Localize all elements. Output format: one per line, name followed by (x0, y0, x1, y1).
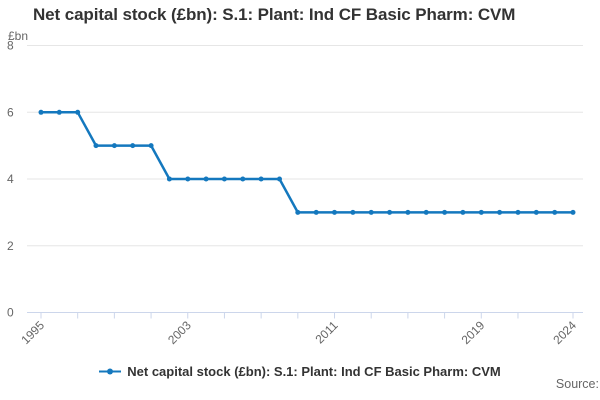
data-point[interactable] (38, 109, 44, 115)
x-axis-tick-label: 1995 (18, 318, 47, 347)
data-point[interactable] (478, 209, 484, 215)
data-point[interactable] (277, 176, 282, 182)
data-point[interactable] (423, 209, 429, 215)
y-axis-tick-label: 8 (7, 39, 14, 53)
data-point[interactable] (515, 209, 521, 215)
x-axis-tick-label: 2003 (165, 318, 194, 347)
data-point[interactable] (258, 176, 264, 182)
data-point[interactable] (221, 176, 227, 182)
data-point[interactable] (75, 109, 81, 115)
data-point[interactable] (350, 209, 356, 215)
data-point[interactable] (405, 209, 411, 215)
data-point[interactable] (332, 209, 337, 215)
series-line (39, 111, 575, 214)
data-point[interactable] (460, 209, 466, 215)
data-point[interactable] (166, 176, 172, 182)
x-axis-tick-label: 2011 (312, 318, 340, 346)
y-axis-tick-label: 2 (7, 239, 14, 253)
data-point[interactable] (56, 109, 62, 115)
data-point[interactable] (93, 143, 99, 149)
legend-line-marker-icon (99, 368, 122, 375)
data-point[interactable] (368, 209, 374, 215)
data-point[interactable] (442, 209, 448, 215)
y-axis-unit-label: £bn (8, 29, 29, 43)
data-point[interactable] (387, 209, 393, 215)
y-axis-tick-label: 0 (7, 306, 14, 320)
data-point[interactable] (570, 209, 576, 215)
data-point[interactable] (111, 143, 117, 149)
data-point[interactable] (552, 209, 558, 215)
data-point[interactable] (185, 176, 191, 182)
legend-label: Net capital stock (£bn): S.1: Plant: Ind… (127, 364, 501, 379)
source-label: Source: (555, 377, 599, 391)
data-point[interactable] (295, 209, 301, 215)
data-point[interactable] (497, 209, 503, 215)
data-point[interactable] (533, 209, 539, 215)
data-point[interactable] (203, 176, 209, 182)
data-point[interactable] (130, 143, 136, 149)
data-point[interactable] (313, 209, 319, 215)
y-axis-tick-label: 4 (7, 172, 14, 186)
x-axis-tick-label: 2024 (550, 318, 579, 347)
data-point[interactable] (240, 176, 246, 182)
chart-title: Net capital stock (£bn): S.1: Plant: Ind… (33, 5, 516, 24)
data-point[interactable] (148, 143, 154, 149)
x-axis-tick-label: 2019 (459, 318, 488, 347)
legend-item[interactable]: Net capital stock (£bn): S.1: Plant: Ind… (0, 364, 600, 379)
y-axis-tick-label: 6 (7, 105, 14, 119)
